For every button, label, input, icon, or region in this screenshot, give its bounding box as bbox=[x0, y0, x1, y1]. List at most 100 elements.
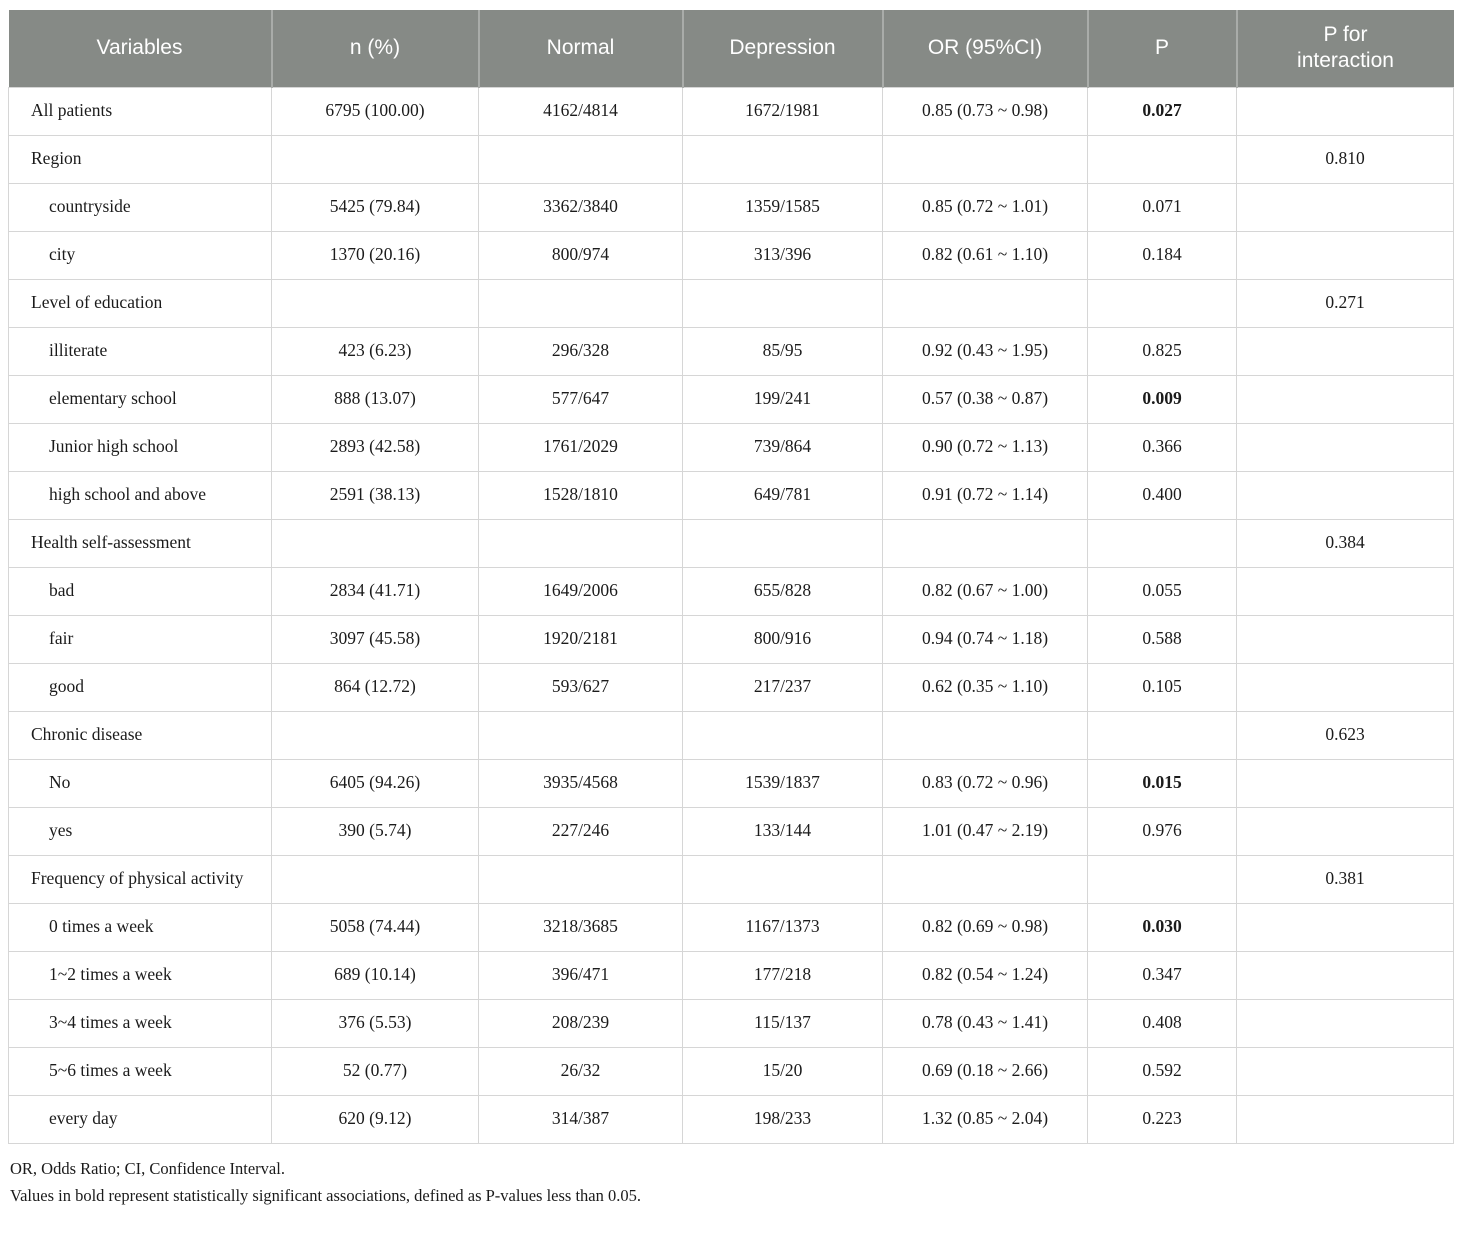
p-value-cell bbox=[1087, 278, 1237, 328]
depression-cell: 649/781 bbox=[682, 470, 883, 520]
n-percent-cell: 2591 (38.13) bbox=[271, 470, 479, 520]
n-percent-cell: 423 (6.23) bbox=[271, 326, 479, 376]
n-percent-cell: 888 (13.07) bbox=[271, 374, 479, 424]
depression-cell bbox=[682, 854, 883, 904]
normal-cell: 3935/4568 bbox=[478, 758, 683, 808]
p-value-cell: 0.105 bbox=[1087, 662, 1237, 712]
or-95ci-cell bbox=[882, 518, 1088, 568]
variable-cell: All patients bbox=[8, 86, 272, 136]
variable-cell: high school and above bbox=[8, 470, 272, 520]
p-interaction-cell bbox=[1236, 758, 1454, 808]
data-row: every day 620 (9.12) 314/387 198/233 1.32 (0… bbox=[8, 1094, 1454, 1144]
p-interaction-cell: 0.810 bbox=[1236, 134, 1454, 184]
table-footnotes: OR, Odds Ratio; CI, Confidence Interval.… bbox=[8, 1144, 1453, 1210]
normal-cell: 208/239 bbox=[478, 998, 683, 1048]
p-value-cell: 0.071 bbox=[1087, 182, 1237, 232]
normal-cell: 3362/3840 bbox=[478, 182, 683, 232]
or-95ci-cell: 1.01 (0.47 ~ 2.19) bbox=[882, 806, 1088, 856]
n-percent-cell: 689 (10.14) bbox=[271, 950, 479, 1000]
column-header-label: Variables bbox=[96, 36, 183, 60]
column-header-variables: Variables bbox=[8, 10, 272, 87]
variable-cell: 5~6 times a week bbox=[8, 1046, 272, 1096]
group-row: Frequency of physical activity 0.381 bbox=[8, 854, 1454, 904]
p-interaction-cell bbox=[1236, 230, 1454, 280]
variable-cell: city bbox=[8, 230, 272, 280]
n-percent-cell: 390 (5.74) bbox=[271, 806, 479, 856]
column-header-label: OR (95%CI) bbox=[927, 36, 1043, 60]
p-interaction-cell bbox=[1236, 374, 1454, 424]
or-95ci-cell: 0.91 (0.72 ~ 1.14) bbox=[882, 470, 1088, 520]
n-percent-cell bbox=[271, 278, 479, 328]
n-percent-cell bbox=[271, 854, 479, 904]
data-row: elementary school 888 (13.07) 577/647 199/2… bbox=[8, 374, 1454, 424]
p-value-cell: 0.030 bbox=[1087, 902, 1237, 952]
data-row: 5~6 times a week 52 (0.77) 26/32 15/20 0.69 … bbox=[8, 1046, 1454, 1096]
variable-cell: yes bbox=[8, 806, 272, 856]
or-95ci-cell bbox=[882, 278, 1088, 328]
or-95ci-cell: 0.82 (0.69 ~ 0.98) bbox=[882, 902, 1088, 952]
or-95ci-cell: 0.82 (0.61 ~ 1.10) bbox=[882, 230, 1088, 280]
depression-cell: 198/233 bbox=[682, 1094, 883, 1144]
or-95ci-cell: 0.82 (0.54 ~ 1.24) bbox=[882, 950, 1088, 1000]
normal-cell: 593/627 bbox=[478, 662, 683, 712]
n-percent-cell: 2834 (41.71) bbox=[271, 566, 479, 616]
p-interaction-cell bbox=[1236, 422, 1454, 472]
variable-cell: Frequency of physical activity bbox=[8, 854, 272, 904]
depression-cell bbox=[682, 278, 883, 328]
n-percent-cell bbox=[271, 710, 479, 760]
p-interaction-cell bbox=[1236, 998, 1454, 1048]
normal-cell: 800/974 bbox=[478, 230, 683, 280]
variable-cell: Level of education bbox=[8, 278, 272, 328]
variable-cell: illiterate bbox=[8, 326, 272, 376]
variable-cell: bad bbox=[8, 566, 272, 616]
n-percent-cell: 5058 (74.44) bbox=[271, 902, 479, 952]
p-value-cell: 0.366 bbox=[1087, 422, 1237, 472]
depression-cell: 115/137 bbox=[682, 998, 883, 1048]
data-row: 0 times a week 5058 (74.44) 3218/3685 1167/… bbox=[8, 902, 1454, 952]
n-percent-cell: 864 (12.72) bbox=[271, 662, 479, 712]
or-95ci-cell: 0.82 (0.67 ~ 1.00) bbox=[882, 566, 1088, 616]
n-percent-cell: 3097 (45.58) bbox=[271, 614, 479, 664]
or-95ci-cell: 0.92 (0.43 ~ 1.95) bbox=[882, 326, 1088, 376]
p-interaction-cell bbox=[1236, 806, 1454, 856]
depression-cell: 1539/1837 bbox=[682, 758, 883, 808]
depression-cell: 655/828 bbox=[682, 566, 883, 616]
p-interaction-cell bbox=[1236, 470, 1454, 520]
depression-cell: 1672/1981 bbox=[682, 86, 883, 136]
p-interaction-cell bbox=[1236, 662, 1454, 712]
normal-cell: 577/647 bbox=[478, 374, 683, 424]
data-row: countryside 5425 (79.84) 3362/3840 1359/158… bbox=[8, 182, 1454, 232]
variable-cell: 0 times a week bbox=[8, 902, 272, 952]
p-interaction-cell bbox=[1236, 86, 1454, 136]
p-interaction-cell bbox=[1236, 902, 1454, 952]
depression-cell: 85/95 bbox=[682, 326, 883, 376]
depression-cell bbox=[682, 710, 883, 760]
data-row: yes 390 (5.74) 227/246 133/144 1.01 (0.47 ~ … bbox=[8, 806, 1454, 856]
n-percent-cell: 1370 (20.16) bbox=[271, 230, 479, 280]
depression-cell: 15/20 bbox=[682, 1046, 883, 1096]
depression-cell: 1167/1373 bbox=[682, 902, 883, 952]
p-interaction-cell bbox=[1236, 1094, 1454, 1144]
footnote-significance: Values in bold represent statistically s… bbox=[10, 1186, 641, 1206]
depression-cell: 313/396 bbox=[682, 230, 883, 280]
normal-cell: 3218/3685 bbox=[478, 902, 683, 952]
data-row: No 6405 (94.26) 3935/4568 1539/1837 0.83 (0.… bbox=[8, 758, 1454, 808]
statistics-table: Variables n (%) Normal Depression OR (95%CI)… bbox=[8, 10, 1454, 1144]
p-value-cell: 0.976 bbox=[1087, 806, 1237, 856]
variable-cell: 1~2 times a week bbox=[8, 950, 272, 1000]
depression-cell: 217/237 bbox=[682, 662, 883, 712]
or-95ci-cell bbox=[882, 854, 1088, 904]
p-value-cell: 0.009 bbox=[1087, 374, 1237, 424]
column-header-p: P bbox=[1086, 10, 1237, 87]
data-row: 1~2 times a week 689 (10.14) 396/471 177/21… bbox=[8, 950, 1454, 1000]
data-row: 3~4 times a week 376 (5.53) 208/239 115/137… bbox=[8, 998, 1454, 1048]
table-figure: Variables n (%) Normal Depression OR (95%CI)… bbox=[8, 10, 1454, 1210]
normal-cell bbox=[478, 134, 683, 184]
depression-cell: 800/916 bbox=[682, 614, 883, 664]
data-row: bad 2834 (41.71) 1649/2006 655/828 0.82 (0.6… bbox=[8, 566, 1454, 616]
or-95ci-cell bbox=[882, 134, 1088, 184]
normal-cell: 4162/4814 bbox=[478, 86, 683, 136]
column-header-depression: Depression bbox=[681, 10, 883, 87]
p-value-cell: 0.055 bbox=[1087, 566, 1237, 616]
normal-cell bbox=[478, 710, 683, 760]
